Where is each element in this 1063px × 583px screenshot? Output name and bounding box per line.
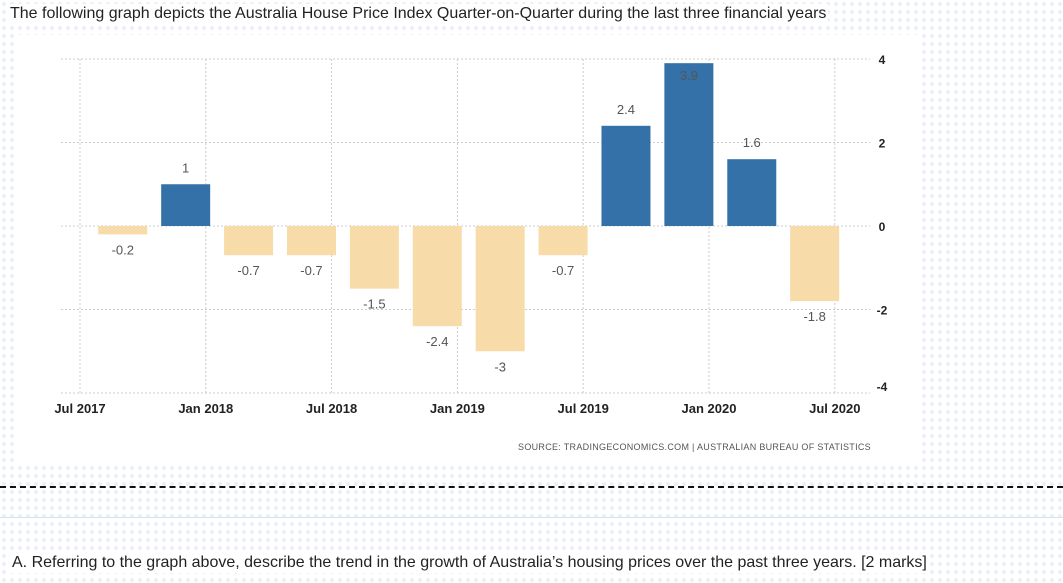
bar (161, 184, 211, 226)
source-label: SOURCE: TRADINGECONOMICS.COM | AUSTRALIA… (518, 442, 871, 452)
dashed-divider (0, 486, 1063, 488)
y-tick-label: 2 (879, 137, 886, 151)
data-label: 2.4 (617, 102, 635, 117)
x-tick-label: Jul 2020 (809, 401, 860, 416)
x-tick-label: Jan 2019 (430, 401, 485, 416)
bar (286, 226, 336, 256)
data-label: -3 (494, 359, 506, 374)
y-tick-label: 0 (879, 220, 886, 234)
bar (664, 63, 714, 226)
bar (224, 226, 274, 256)
x-tick-label: Jul 2017 (54, 401, 105, 416)
data-label: -0.7 (237, 263, 259, 278)
y-tick-label: -4 (877, 380, 888, 394)
page-title: The following graph depicts the Australi… (8, 4, 829, 24)
bar (475, 226, 525, 352)
x-tick-label: Jan 2018 (178, 401, 233, 416)
question-text: A. Referring to the graph above, describ… (10, 553, 929, 573)
data-label: -0.7 (552, 263, 574, 278)
bar (98, 226, 148, 235)
data-label: 3.9 (680, 68, 698, 83)
bar-chart: 4 2 0 -2 -4 Jul 2017 Jan 2018 Jul 2018 Jan 2019 J… (54, 53, 888, 452)
bar (790, 226, 840, 302)
y-tick-label: -2 (877, 304, 888, 318)
data-label: -1.8 (803, 309, 825, 324)
data-label: -0.7 (300, 263, 322, 278)
x-tick-label: Jul 2018 (306, 401, 357, 416)
bar (412, 226, 462, 327)
x-tick-label: Jul 2019 (558, 401, 609, 416)
data-label: -0.2 (112, 242, 134, 257)
bar (349, 226, 399, 289)
bar (538, 226, 588, 256)
bar (601, 125, 651, 226)
data-label: -1.5 (363, 297, 385, 312)
data-label: -2.4 (426, 334, 448, 349)
bar (727, 159, 777, 226)
x-tick-label: Jan 2020 (682, 401, 737, 416)
divider (0, 517, 1063, 518)
data-label: 1.6 (743, 135, 761, 150)
data-label: 1 (182, 160, 189, 175)
y-tick-label: 4 (879, 53, 886, 67)
chart-container: 4 2 0 -2 -4 Jul 2017 Jan 2018 Jul 2018 Jan 2019 J… (18, 35, 918, 465)
